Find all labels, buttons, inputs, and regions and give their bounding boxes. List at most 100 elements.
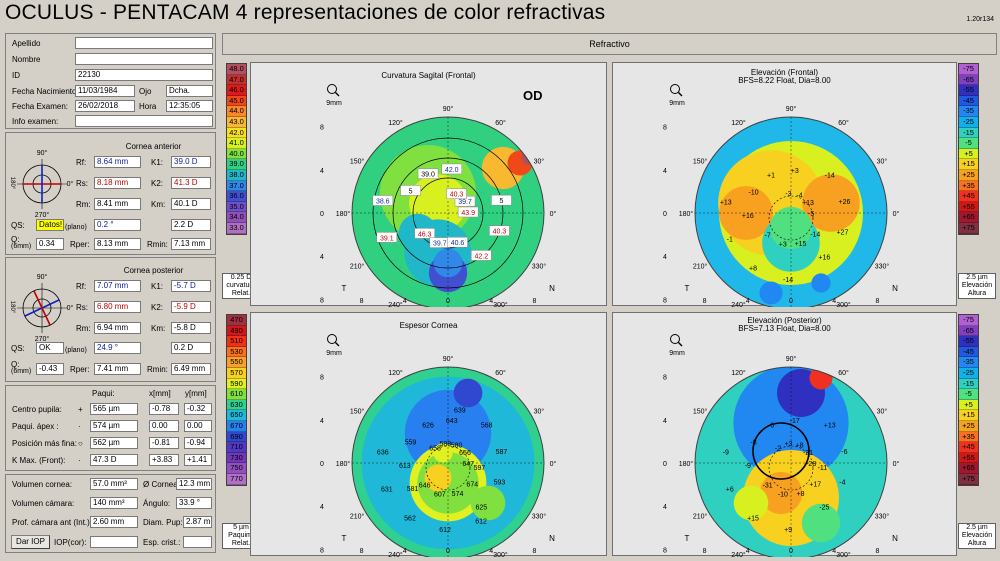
vol-cornea-field: 57.0 mm³: [90, 478, 138, 490]
map-x-tick: 4: [489, 548, 493, 555]
map-degree-label: 180°: [336, 210, 351, 218]
scale-footer-line: Elevación: [961, 532, 993, 539]
fecha-nac-label: Fecha Nacimiento:: [12, 87, 79, 96]
map-value: 674: [466, 481, 478, 488]
ant-rmin-field: 7.13 mm: [171, 238, 211, 250]
map-degree-label: 90°: [786, 105, 797, 113]
post-rs-field: 6.80 mm: [94, 301, 141, 313]
zoom-label: 9mm: [326, 100, 342, 107]
esp-crist-field: [183, 536, 212, 548]
zoom-icon[interactable]: [327, 84, 340, 97]
post-rf-field: 7.07 mm: [94, 280, 141, 292]
map-value: 639: [454, 408, 466, 415]
map-y-tick: 0: [320, 461, 324, 468]
map-degree-label: 180°: [336, 460, 351, 468]
iop-field[interactable]: [90, 536, 138, 548]
version-label: 1.20r134: [966, 16, 994, 23]
map-value: -2: [775, 446, 781, 453]
posterior-deg-bottom: 270°: [35, 335, 50, 343]
scale-step: 610: [227, 389, 246, 400]
scale-step: 42.0: [227, 127, 246, 139]
map-degree-label: 330°: [532, 513, 547, 521]
map-value: 613: [399, 463, 411, 470]
diam-cornea-field: 12.3 mm: [176, 478, 212, 490]
ojo-field[interactable]: Dcha.: [166, 85, 213, 97]
ant-km-field: 40.1 D: [171, 198, 211, 210]
map-value: -10: [749, 189, 759, 196]
post-rper-label: Rper:: [70, 365, 90, 374]
map-degree-label: 330°: [532, 263, 547, 271]
map-x-tick: 8: [703, 298, 707, 305]
map-value: 636: [377, 449, 389, 456]
map-value: 588: [440, 441, 452, 448]
map-x-tick: 8: [360, 298, 364, 305]
posterior-axis-diagram: 90° 270° 180° 0°: [9, 273, 74, 343]
post-qs-field[interactable]: OK: [36, 342, 64, 354]
elevacion-posterior-map[interactable]: Elevación (Posterior) BFS=7.13 Float, Di…: [612, 312, 957, 557]
curvature-value-box: [417, 168, 439, 179]
color-region: [811, 273, 831, 293]
info-field[interactable]: [75, 115, 213, 127]
id-field[interactable]: 22130: [75, 69, 213, 81]
curvature-color-scale: 48.0 47.0 46.0 45.0 44.0 43.0 42.0 41.0 40.0 39.0…: [226, 63, 247, 235]
scale-step: +65: [959, 212, 978, 223]
scale-step: 39.0: [227, 159, 246, 170]
map-y-tick: 8: [663, 375, 667, 382]
map-x-tick: 0: [446, 298, 450, 305]
map-x-tick: 8: [532, 548, 536, 555]
scale-step: -25: [959, 116, 978, 128]
scale-step: +5: [959, 399, 978, 411]
curvatura-sagital-map[interactable]: Curvatura Sagital (Frontal) OD 90° 60° 30°…: [250, 62, 607, 307]
map-degree-label: 240°: [731, 551, 746, 557]
nombre-field[interactable]: [75, 53, 213, 65]
post-q-label: Q:: [11, 360, 20, 369]
fecha-nac-field[interactable]: 11/03/1984: [75, 85, 135, 97]
map-y-tick: 0: [663, 211, 667, 218]
zoom-icon[interactable]: [327, 334, 340, 347]
map-value: 643: [446, 418, 458, 425]
ant-qs-field[interactable]: Datos!: [36, 219, 64, 231]
espesor-cornea-map[interactable]: Espesor Cornea 90°60°30°0°330°300°270°24…: [250, 312, 607, 557]
ant-rper-field: 8.13 mm: [94, 238, 141, 250]
paqui-row-y: 0.00: [184, 420, 212, 432]
map-value: +16: [742, 213, 754, 220]
scale-step: +35: [959, 431, 978, 443]
fecha-exam-field[interactable]: 26/02/2018: [75, 100, 135, 112]
paqui-row-symbol: +: [78, 405, 83, 414]
eye-label: OD: [523, 88, 543, 103]
map-degree-label: 0°: [550, 460, 557, 468]
map-value: +15: [747, 515, 759, 522]
scale-footer-line: 0.25 D: [230, 274, 252, 281]
cornea-anterior-title: Cornea anterior: [125, 142, 182, 151]
vol-camara-field: 140 mm³: [90, 497, 138, 509]
apellido-label: Apellido: [12, 39, 41, 48]
scale-footer-line: Relat.: [231, 540, 251, 547]
paqui-row-y: +1.41: [184, 454, 212, 466]
scale-step: 510: [227, 336, 246, 347]
scale-step: 37.0: [227, 180, 246, 192]
paqui-row-y: -0.32: [184, 403, 212, 415]
curvature-value-box: [441, 163, 463, 175]
scale-step: -65: [959, 325, 978, 337]
map-value: -3: [785, 191, 791, 198]
map-value: +13: [720, 199, 732, 206]
map-canvas: 90°60°30°0°330°300°270°240°210°180°150°1…: [320, 84, 557, 307]
curvature-value-box: [372, 195, 394, 206]
hora-field[interactable]: 12:35:05: [166, 100, 213, 112]
map-y-tick: 8: [663, 125, 667, 132]
nasal-label: N: [892, 284, 898, 293]
cornea-posterior-panel: Cornea posterior 90° 270° 180° 0° Rf: 7.…: [5, 257, 216, 382]
map-degree-label: 300°: [493, 301, 508, 307]
map-degree-label: 30°: [877, 158, 888, 166]
zoom-icon[interactable]: [670, 84, 683, 97]
zoom-icon[interactable]: [670, 334, 683, 347]
map-value: -14: [810, 231, 820, 238]
map-value: -8: [750, 439, 756, 446]
paqui-row-value: 47.3 D: [90, 454, 138, 466]
scale-step: -5: [959, 389, 978, 400]
scale-step: -15: [959, 127, 978, 139]
dar-iop-button[interactable]: Dar IOP: [11, 535, 50, 549]
apellido-field[interactable]: [75, 37, 213, 49]
post-rf-label: Rf:: [76, 282, 87, 291]
elevacion-frontal-map[interactable]: Elevación (Frontal) BFS=8.22 Float, Dia=…: [612, 62, 957, 307]
